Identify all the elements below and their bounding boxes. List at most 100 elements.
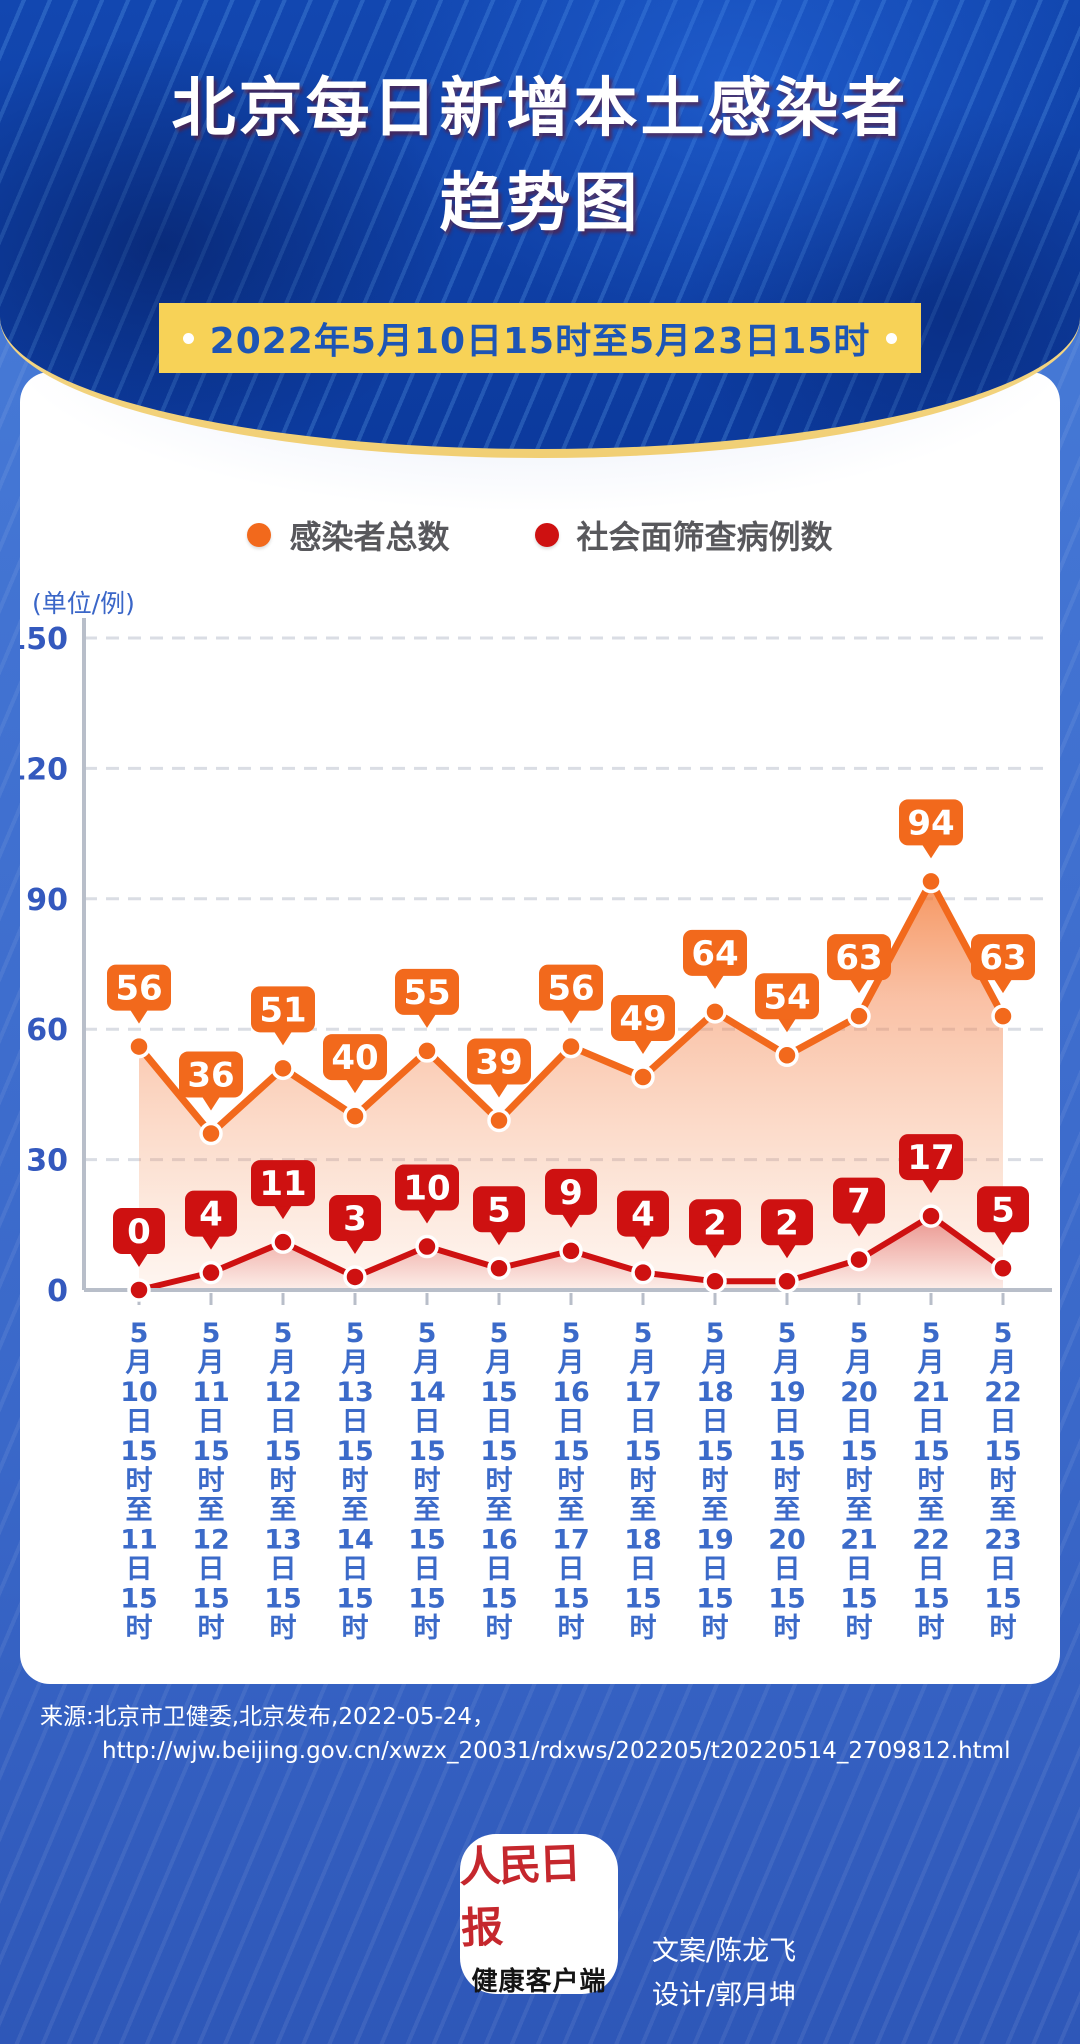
svg-text:15: 15 [336, 1436, 374, 1467]
svg-text:至: 至 [990, 1495, 1017, 1526]
svg-text:51: 51 [259, 990, 306, 1030]
svg-text:15: 15 [408, 1584, 446, 1615]
svg-text:日: 日 [774, 1554, 801, 1585]
svg-text:15: 15 [768, 1584, 806, 1615]
svg-text:36: 36 [187, 1056, 234, 1096]
svg-text:15: 15 [192, 1436, 230, 1467]
svg-text:15: 15 [264, 1436, 302, 1467]
svg-text:12: 12 [264, 1377, 302, 1408]
svg-text:15: 15 [480, 1436, 518, 1467]
svg-text:21: 21 [840, 1525, 878, 1556]
svg-text:5: 5 [346, 1318, 365, 1349]
svg-text:17: 17 [907, 1138, 954, 1178]
svg-text:日: 日 [846, 1554, 873, 1585]
svg-text:时: 时 [918, 1613, 945, 1644]
svg-text:15: 15 [552, 1436, 590, 1467]
svg-text:5: 5 [994, 1318, 1013, 1349]
svg-text:15: 15 [984, 1436, 1022, 1467]
svg-text:4: 4 [199, 1195, 223, 1235]
svg-text:日: 日 [702, 1554, 729, 1585]
svg-text:时: 时 [774, 1466, 801, 1497]
svg-text:16: 16 [552, 1377, 590, 1408]
svg-text:日: 日 [198, 1554, 225, 1585]
svg-text:15: 15 [624, 1584, 662, 1615]
svg-text:日: 日 [486, 1554, 513, 1585]
svg-text:90: 90 [26, 883, 68, 918]
page-title-line2: 趋势图 [439, 166, 641, 241]
svg-text:54: 54 [763, 977, 810, 1017]
svg-text:日: 日 [342, 1407, 369, 1438]
svg-text:16: 16 [480, 1525, 518, 1556]
svg-text:日: 日 [126, 1407, 153, 1438]
svg-text:时: 时 [918, 1466, 945, 1497]
credits: 文案/陈龙飞 设计/郭月坤 [652, 1930, 796, 2018]
svg-text:时: 时 [990, 1613, 1017, 1644]
svg-text:55: 55 [403, 973, 450, 1013]
svg-text:日: 日 [702, 1407, 729, 1438]
svg-text:时: 时 [198, 1466, 225, 1497]
svg-text:150: 150 [20, 622, 68, 657]
svg-text:时: 时 [126, 1613, 153, 1644]
svg-text:21: 21 [912, 1377, 950, 1408]
svg-text:日: 日 [630, 1554, 657, 1585]
svg-text:至: 至 [486, 1495, 513, 1526]
svg-text:5: 5 [202, 1318, 221, 1349]
svg-text:15: 15 [840, 1584, 878, 1615]
svg-text:时: 时 [270, 1466, 297, 1497]
svg-text:日: 日 [486, 1407, 513, 1438]
legend-label-community: 社会面筛查病例数 [576, 518, 833, 556]
svg-text:时: 时 [702, 1613, 729, 1644]
svg-text:时: 时 [198, 1613, 225, 1644]
svg-text:5: 5 [634, 1318, 653, 1349]
svg-text:至: 至 [414, 1495, 441, 1526]
svg-text:15: 15 [264, 1584, 302, 1615]
svg-text:日: 日 [846, 1407, 873, 1438]
svg-text:月: 月 [701, 1348, 729, 1379]
svg-text:20: 20 [840, 1377, 878, 1408]
svg-text:月: 月 [845, 1348, 873, 1379]
svg-text:至: 至 [342, 1495, 369, 1526]
svg-text:月: 月 [989, 1348, 1017, 1379]
svg-text:5: 5 [922, 1318, 941, 1349]
svg-text:15: 15 [624, 1436, 662, 1467]
svg-text:5: 5 [418, 1318, 437, 1349]
svg-text:15: 15 [768, 1436, 806, 1467]
svg-text:月: 月 [413, 1348, 441, 1379]
svg-text:15: 15 [192, 1584, 230, 1615]
svg-text:2: 2 [703, 1203, 727, 1243]
svg-text:日: 日 [630, 1407, 657, 1438]
svg-text:19: 19 [696, 1525, 734, 1556]
svg-text:15: 15 [120, 1436, 158, 1467]
svg-text:63: 63 [835, 938, 882, 978]
source-line1: 来源:北京市卫健委,北京发布,2022-05-24， [40, 1704, 496, 1730]
svg-text:5: 5 [778, 1318, 797, 1349]
source-note: 来源:北京市卫健委,北京发布,2022-05-24， http://wjw.be… [40, 1700, 1010, 1768]
svg-text:15: 15 [408, 1436, 446, 1467]
svg-text:15: 15 [120, 1584, 158, 1615]
svg-text:至: 至 [126, 1495, 153, 1526]
svg-text:日: 日 [198, 1407, 225, 1438]
svg-text:15: 15 [336, 1584, 374, 1615]
svg-text:时: 时 [846, 1466, 873, 1497]
svg-text:至: 至 [630, 1495, 657, 1526]
svg-text:日: 日 [414, 1407, 441, 1438]
svg-text:10: 10 [120, 1377, 158, 1408]
svg-text:14: 14 [408, 1377, 446, 1408]
svg-text:时: 时 [990, 1466, 1017, 1497]
svg-text:5: 5 [850, 1318, 869, 1349]
svg-text:时: 时 [486, 1613, 513, 1644]
date-range-badge: 2022年5月10日15时至5月23日15时 [158, 303, 922, 373]
svg-text:22: 22 [984, 1377, 1022, 1408]
svg-text:13: 13 [336, 1377, 374, 1408]
svg-text:56: 56 [547, 969, 594, 1009]
svg-text:月: 月 [197, 1348, 225, 1379]
svg-text:63: 63 [979, 938, 1026, 978]
svg-text:时: 时 [414, 1613, 441, 1644]
svg-text:11: 11 [192, 1377, 230, 1408]
svg-text:15: 15 [696, 1584, 734, 1615]
svg-text:至: 至 [270, 1495, 297, 1526]
svg-text:49: 49 [619, 999, 666, 1039]
legend-label-total: 感染者总数 [289, 518, 450, 556]
svg-text:15: 15 [408, 1525, 446, 1556]
svg-text:日: 日 [342, 1554, 369, 1585]
